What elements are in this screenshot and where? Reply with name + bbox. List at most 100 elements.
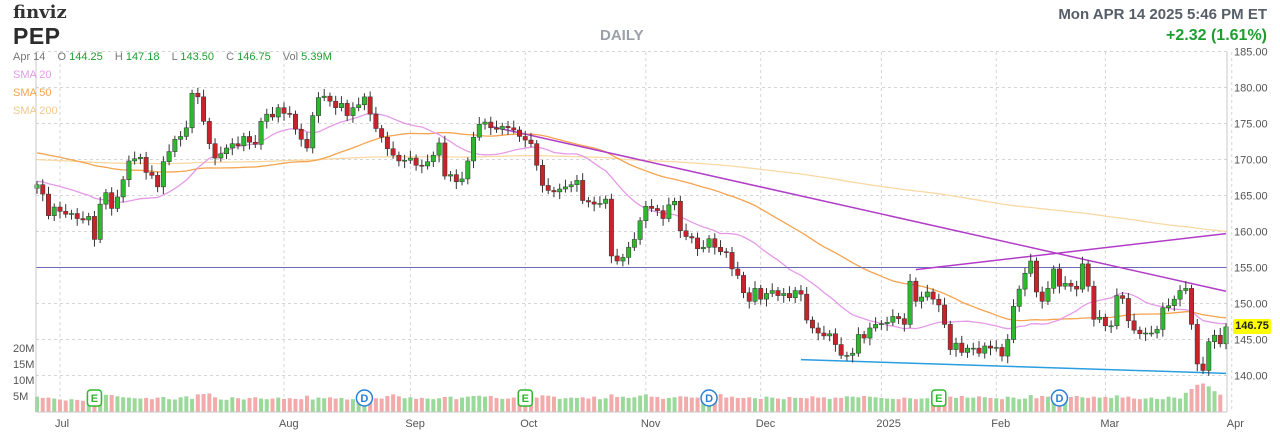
candle-body xyxy=(562,186,568,190)
candle-body xyxy=(241,136,247,147)
volume-bar xyxy=(724,397,729,412)
candle-body xyxy=(172,139,178,152)
volume-bar xyxy=(643,394,648,412)
volume-bar xyxy=(1155,398,1160,412)
volume-bar xyxy=(149,399,154,412)
volume-bar xyxy=(1028,395,1033,412)
legend-sma20[interactable]: SMA 20 xyxy=(13,69,52,81)
volume-bar xyxy=(1017,399,1022,412)
close-value: 146.75 xyxy=(237,51,271,63)
candle-body xyxy=(608,198,614,257)
volume-bar xyxy=(557,398,562,412)
price-change: +2.32 (1.61%) xyxy=(1166,27,1267,44)
candle-body xyxy=(666,204,672,219)
candle-body xyxy=(1137,329,1143,334)
candle-body xyxy=(166,151,172,162)
candle-body xyxy=(195,93,201,98)
volume-bar xyxy=(1005,396,1010,412)
volume-bar xyxy=(1126,396,1131,412)
volume-bar xyxy=(506,398,511,412)
candle-body xyxy=(1212,334,1217,342)
candle-body xyxy=(873,324,879,329)
candle-body xyxy=(373,113,379,129)
candle-body xyxy=(1074,285,1080,290)
legend-sma200[interactable]: SMA 200 xyxy=(13,105,58,117)
earnings-marker xyxy=(931,389,947,407)
volume-bar xyxy=(592,396,597,412)
volume-bar xyxy=(574,397,579,412)
candle-body xyxy=(298,129,304,140)
candle-body xyxy=(907,280,913,325)
dividend-marker xyxy=(700,389,718,407)
volume-bar xyxy=(178,397,183,412)
candle-body xyxy=(850,352,856,356)
volume-bar xyxy=(253,397,258,412)
volume-bar xyxy=(1143,398,1148,412)
volume-bar xyxy=(1114,395,1119,412)
candle-body xyxy=(901,318,907,325)
candle-body xyxy=(103,192,109,205)
volume-bar xyxy=(247,397,252,412)
candle-body xyxy=(758,288,764,300)
candle-body xyxy=(1062,283,1068,287)
candle-body xyxy=(275,107,281,118)
candle-body xyxy=(74,213,80,219)
candle-body xyxy=(809,319,815,329)
candle-body xyxy=(229,143,235,149)
volume-bar xyxy=(919,398,924,412)
candle-body xyxy=(580,180,586,201)
volume-bar xyxy=(551,396,556,412)
price-tick-label: 155.00 xyxy=(1234,263,1268,275)
volume-bar xyxy=(701,398,706,412)
candle-body xyxy=(321,95,327,98)
candle-body xyxy=(149,172,155,176)
candle-body xyxy=(499,126,505,130)
candle-body xyxy=(235,143,241,147)
rising-trendline xyxy=(915,232,1227,271)
volume-bar xyxy=(770,397,775,412)
candle-body xyxy=(293,113,298,130)
volume-bar xyxy=(184,396,189,412)
candle-body xyxy=(1028,260,1034,274)
candle-body xyxy=(476,123,482,138)
dividend-marker-label: D xyxy=(360,393,368,405)
date-tick-label: Feb xyxy=(991,418,1010,430)
candle-body xyxy=(913,280,919,302)
candle-body xyxy=(189,93,195,129)
candle-body xyxy=(1194,324,1200,365)
volume-value: 5.39M xyxy=(301,51,332,63)
candle-body xyxy=(69,213,74,215)
candle-body xyxy=(999,347,1005,357)
volume-bar xyxy=(1080,397,1085,412)
candle-body xyxy=(1068,283,1074,287)
candle-body xyxy=(459,178,465,183)
price-tick-label: 185.00 xyxy=(1234,47,1268,59)
finviz-logo[interactable]: finviz xyxy=(13,2,67,23)
candle-body xyxy=(930,291,936,300)
candle-body xyxy=(741,275,746,293)
candle-body xyxy=(620,257,626,262)
candle-body xyxy=(815,327,821,334)
candle-body xyxy=(769,290,775,294)
volume-bar xyxy=(626,397,631,412)
volume-bar xyxy=(144,397,149,412)
candle-body xyxy=(97,203,103,240)
candle-body xyxy=(126,160,132,180)
candle-body xyxy=(1154,329,1160,334)
volume-bar xyxy=(563,398,568,412)
legend-sma50[interactable]: SMA 50 xyxy=(13,87,52,99)
volume-bar xyxy=(230,397,235,412)
candle-body xyxy=(442,142,448,177)
candle-body xyxy=(970,347,976,350)
volume-bar xyxy=(1040,396,1045,412)
candle-body xyxy=(585,200,591,203)
candle-body xyxy=(40,184,46,195)
candle-body xyxy=(1171,298,1177,306)
candle-body xyxy=(861,334,867,339)
volume-bar xyxy=(873,397,878,412)
volume-bar xyxy=(1160,399,1165,412)
volume-bar xyxy=(999,399,1004,412)
volume-bar xyxy=(730,396,735,412)
